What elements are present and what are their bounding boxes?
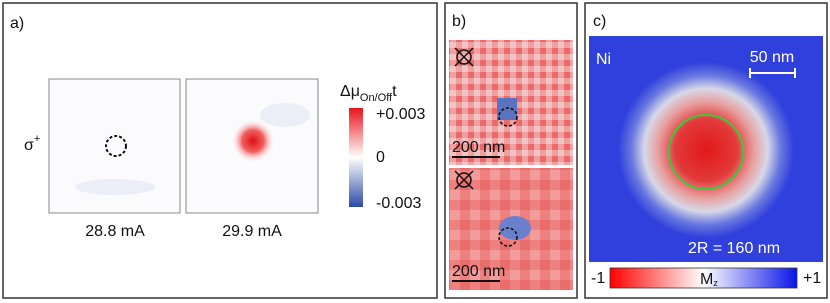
- signal-blob: [231, 119, 275, 163]
- text-part: On/Off: [360, 92, 393, 104]
- icon: [454, 170, 474, 190]
- colorbar: [609, 267, 798, 289]
- colorbar-tick: +1: [803, 270, 821, 287]
- scale-bar-label: 50 nm: [750, 49, 794, 66]
- icon: [454, 47, 474, 67]
- colorbar-tick: -1: [591, 270, 605, 287]
- element-label: Ni: [596, 51, 611, 68]
- text-part: σ: [24, 137, 34, 154]
- image-texture: [260, 103, 310, 127]
- colorbar-title: ΔμOn/Offt: [340, 83, 397, 104]
- colorbar-title: Mz: [700, 271, 718, 288]
- panel-label: a): [10, 15, 24, 32]
- image-texture: [497, 98, 517, 120]
- text-part: +: [34, 133, 40, 145]
- panel-frame: [2, 2, 438, 299]
- panel-frame: [444, 2, 578, 299]
- marker: [498, 227, 518, 247]
- annotation: 2R = 160 nm: [688, 240, 780, 257]
- colorbar-tick: -0.003: [376, 195, 421, 212]
- colorbar-tick: +0.003: [376, 106, 425, 123]
- text-part: M: [700, 271, 713, 288]
- panel-frame: [584, 2, 828, 299]
- text-part: t: [392, 83, 397, 100]
- caption: 28.8 mA: [85, 223, 145, 240]
- row-label: σ+: [24, 133, 40, 154]
- image-texture: [499, 216, 531, 240]
- magnetization-map: [618, 62, 794, 238]
- caption: 29.9 mA: [222, 223, 282, 240]
- colorbar: [349, 108, 363, 207]
- panel-label: c): [593, 13, 606, 30]
- marker: [498, 107, 518, 127]
- scale-bar-label: 200 nm: [452, 139, 505, 156]
- image-texture: [75, 179, 155, 195]
- text-part: Δμ: [340, 83, 360, 100]
- marker: [668, 114, 744, 190]
- scale-bar: [749, 68, 796, 78]
- colorbar-tick: 0: [376, 149, 385, 166]
- marker: [105, 135, 127, 157]
- panel-label: b): [452, 13, 466, 30]
- scale-bar-label: 200 nm: [452, 263, 505, 280]
- text-part: z: [713, 278, 718, 288]
